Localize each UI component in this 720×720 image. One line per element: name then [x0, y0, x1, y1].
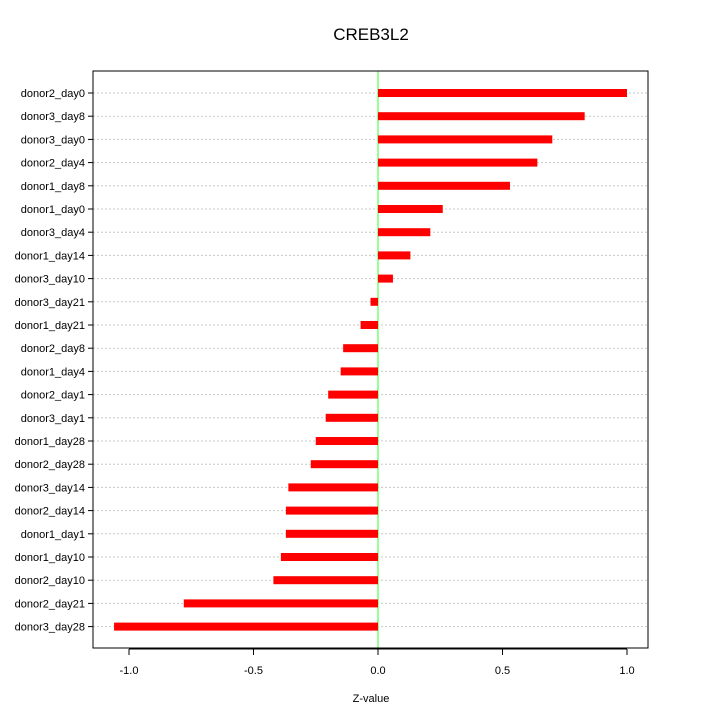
y-tick-label: donor1_day1	[21, 529, 85, 541]
x-axis-label: Z-value	[353, 693, 390, 705]
bar	[378, 135, 553, 144]
bar	[378, 205, 443, 213]
y-tick-label: donor3_day8	[21, 111, 85, 123]
x-tick-label: 0.5	[495, 665, 510, 677]
y-tick-label: donor3_day14	[15, 482, 85, 494]
bar	[378, 251, 411, 260]
bar	[378, 181, 510, 190]
x-axis: -1.0 -0.5 0.0 0.5 1.0	[120, 648, 635, 677]
x-tick-label: 1.0	[619, 665, 634, 677]
y-tick-label: donor3_day0	[21, 134, 85, 146]
y-tick-label: donor3_day4	[21, 227, 85, 239]
bar	[280, 553, 378, 561]
y-tick-label: donor2_day0	[21, 88, 85, 100]
bar	[328, 390, 378, 399]
bar	[378, 228, 431, 237]
y-tick-label: donor2_day8	[21, 343, 85, 355]
bar	[285, 506, 378, 515]
bar	[360, 321, 378, 329]
y-tick-label: donor1_day14	[15, 250, 85, 262]
bar	[288, 483, 378, 492]
bar	[325, 413, 378, 422]
bar	[310, 460, 378, 469]
y-tick-label: donor3_day10	[15, 274, 85, 286]
y-axis: donor2_day0 donor3_day8 donor3_day0 donor2_…	[15, 88, 93, 634]
y-tick-label: donor2_day21	[15, 598, 85, 610]
y-tick-label: donor1_day28	[15, 436, 85, 448]
y-tick-label: donor1_day8	[21, 181, 85, 193]
chart-title: CREB3L2	[333, 25, 409, 44]
y-tick-label: donor1_day0	[21, 204, 85, 216]
y-tick-label: donor3_day1	[21, 413, 85, 425]
bar	[378, 89, 627, 97]
x-tick-label: -1.0	[120, 665, 139, 677]
bar	[183, 599, 378, 608]
bar	[378, 112, 585, 121]
y-tick-label: donor2_day4	[21, 158, 85, 170]
bar	[378, 274, 393, 283]
bar	[340, 367, 378, 376]
bar	[370, 297, 378, 306]
grid-lines	[93, 92, 648, 628]
y-tick-label: donor2_day28	[15, 459, 85, 471]
bars	[114, 89, 627, 631]
y-tick-label: donor1_day4	[21, 366, 85, 378]
bar	[378, 158, 538, 167]
plot-frame	[92, 70, 649, 649]
bar	[273, 576, 378, 585]
bar	[315, 437, 378, 445]
y-tick-label: donor2_day14	[15, 506, 85, 518]
y-tick-label: donor2_day10	[15, 575, 85, 587]
y-tick-label: donor2_day1	[21, 390, 85, 402]
y-tick-label: donor3_day21	[15, 297, 85, 309]
bar	[285, 529, 378, 538]
y-tick-label: donor1_day10	[15, 552, 85, 564]
x-tick-label: -0.5	[244, 665, 263, 677]
y-tick-label: donor3_day28	[15, 622, 85, 634]
x-tick-label: 0.0	[370, 665, 385, 677]
bar	[114, 622, 378, 631]
y-tick-label: donor1_day21	[15, 320, 85, 332]
bar	[343, 344, 378, 353]
